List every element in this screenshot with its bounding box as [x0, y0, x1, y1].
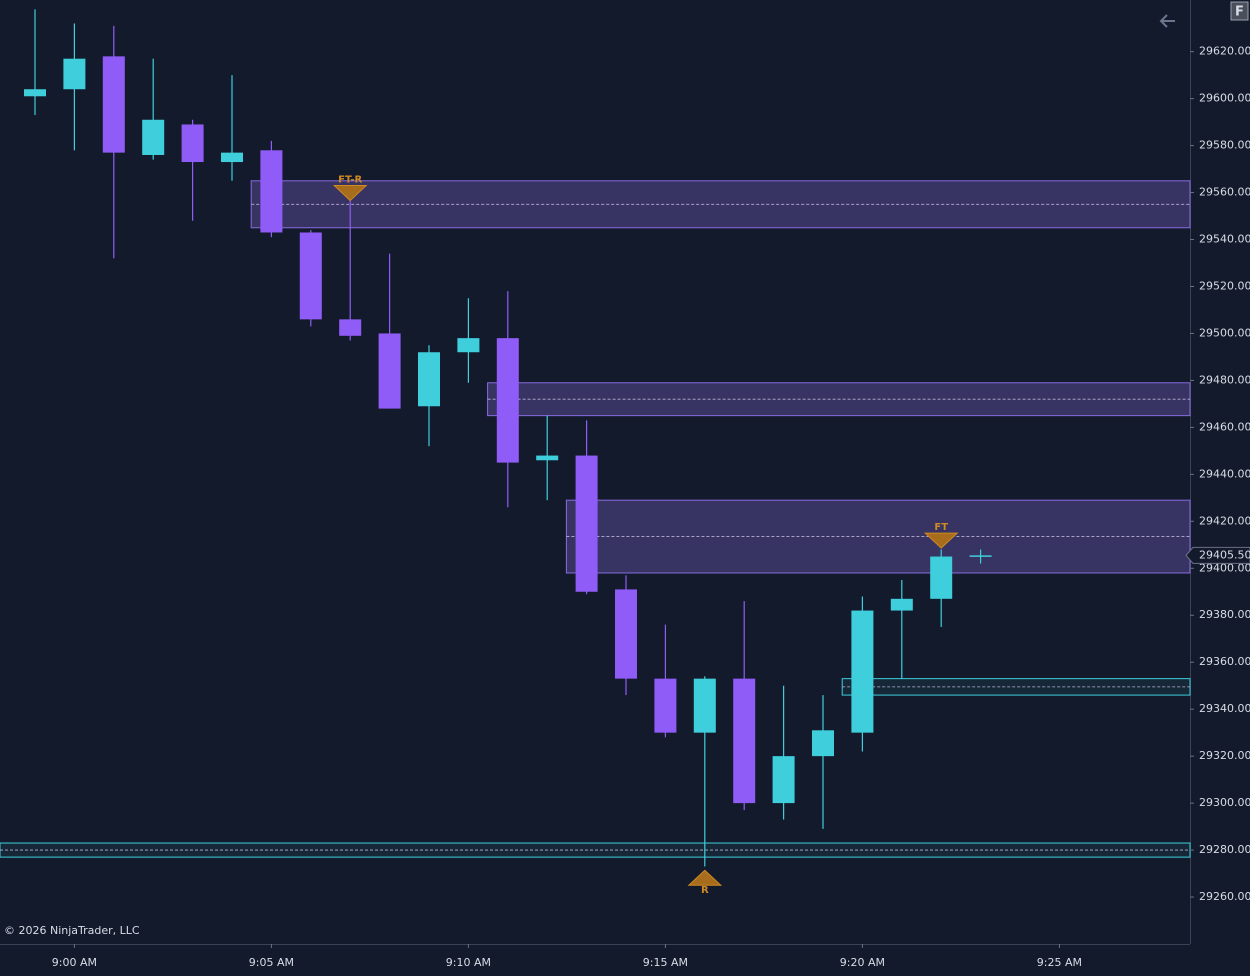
y-tick-label: 29420.00	[1199, 514, 1250, 527]
x-tick-label: 9:00 AM	[52, 956, 97, 969]
y-tick-label: 29320.00	[1199, 749, 1250, 762]
x-tick-label: 9:15 AM	[643, 956, 688, 969]
candle-body	[378, 333, 401, 409]
candle-body	[221, 152, 243, 163]
y-tick-label: 29460.00	[1199, 420, 1250, 433]
candle-body	[181, 124, 204, 163]
candle-body	[615, 589, 637, 679]
last-price-label: 29405.50	[1199, 548, 1250, 561]
y-tick-label: 29360.00	[1199, 655, 1250, 668]
candle-body	[63, 58, 86, 90]
y-tick-label: 29480.00	[1199, 373, 1250, 386]
signal-marker	[687, 869, 723, 886]
y-tick-label: 29340.00	[1199, 702, 1250, 715]
candle-body	[930, 556, 953, 599]
last-price-tag	[1185, 546, 1250, 564]
signal-label: FT-R	[338, 175, 362, 186]
candle-body	[890, 598, 913, 611]
x-tick-label: 9:20 AM	[840, 956, 885, 969]
y-tick-label: 29580.00	[1199, 139, 1250, 152]
candle-body	[575, 455, 598, 592]
x-tick-label: 9:05 AM	[249, 956, 294, 969]
y-tick-label: 29540.00	[1199, 233, 1250, 246]
candle-body	[260, 150, 283, 233]
f-button[interactable]	[1230, 1, 1249, 21]
candle-body	[142, 119, 165, 155]
y-tick-label: 29300.00	[1199, 796, 1250, 809]
candle-body	[969, 555, 992, 557]
y-tick-label: 29600.00	[1199, 92, 1250, 105]
candle-body	[654, 678, 677, 733]
y-tick-label: 29560.00	[1199, 186, 1250, 199]
candle-body	[418, 352, 440, 407]
x-tick-label: 9:10 AM	[446, 956, 491, 969]
copyright: © 2026 NinjaTrader, LLC	[4, 924, 140, 937]
plot: FT-R R FT	[0, 9, 1191, 896]
candle-body	[102, 56, 125, 153]
y-tick-label: 29520.00	[1199, 279, 1250, 292]
back-arrow[interactable]	[1159, 14, 1175, 28]
candle-body	[24, 89, 46, 97]
candle-body	[733, 678, 756, 804]
signal-label: R	[701, 885, 709, 896]
candle-body	[496, 338, 519, 463]
x-tick-label: 9:25 AM	[1037, 956, 1082, 969]
y-tick-label: 29620.00	[1199, 45, 1250, 58]
candle-body	[693, 678, 716, 733]
y-tick-label: 29260.00	[1199, 890, 1250, 903]
candle-body	[772, 756, 795, 804]
y-tick-label: 29280.00	[1199, 843, 1250, 856]
signal-marker	[332, 185, 368, 202]
signal-label: FT	[934, 522, 948, 533]
candle-body	[536, 455, 559, 461]
candle-body	[851, 610, 874, 733]
candle-body	[812, 730, 834, 757]
candle-body	[457, 338, 480, 353]
y-tick-label: 29500.00	[1199, 326, 1250, 339]
signal-marker	[923, 532, 959, 549]
candle-body	[299, 232, 322, 320]
y-tick-label: 29440.00	[1199, 467, 1250, 480]
f-button-label[interactable]: F	[1235, 5, 1244, 20]
y-tick-label: 29400.00	[1199, 561, 1250, 574]
y-tick-label: 29380.00	[1199, 608, 1250, 621]
candle-body	[339, 319, 362, 336]
